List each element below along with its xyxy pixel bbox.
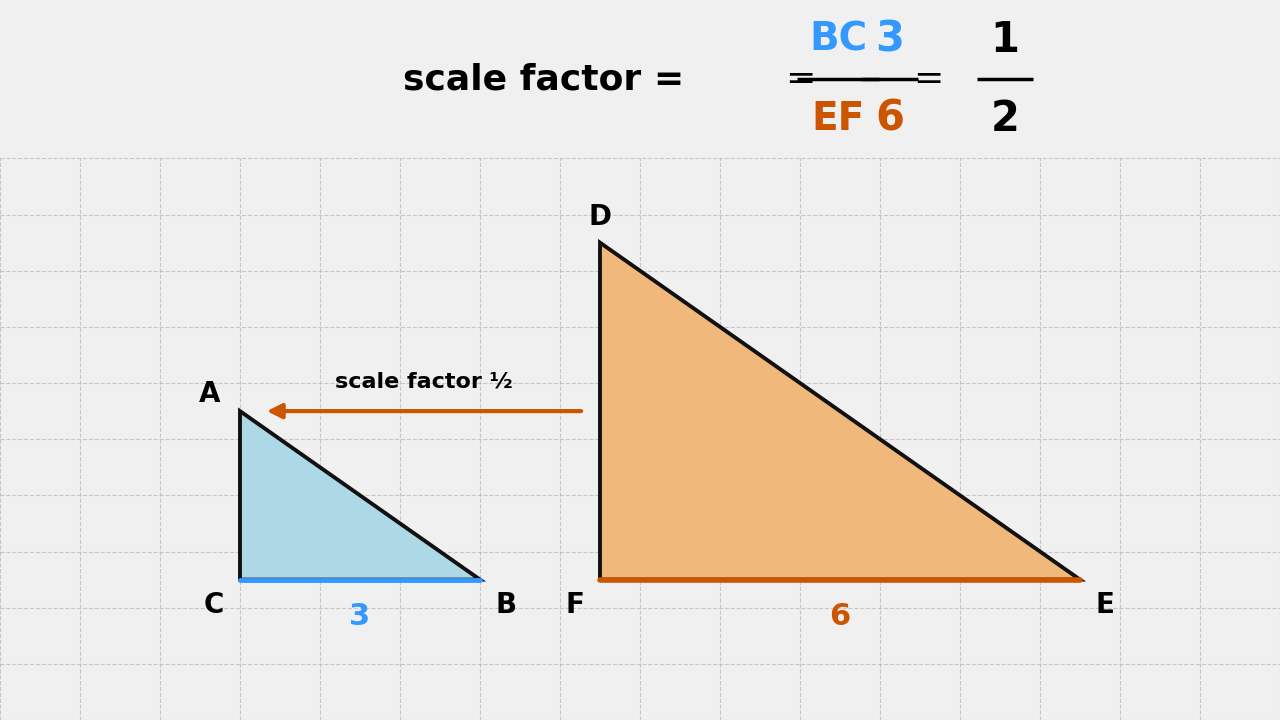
Text: B: B	[497, 591, 517, 618]
Text: D: D	[589, 204, 612, 231]
Polygon shape	[600, 243, 1080, 580]
Text: E: E	[1096, 591, 1115, 618]
Text: =: =	[785, 62, 815, 96]
Text: BC: BC	[809, 21, 868, 58]
Text: A: A	[198, 380, 220, 408]
Text: 3: 3	[349, 602, 371, 631]
Text: 3: 3	[876, 19, 904, 60]
Text: F: F	[566, 591, 584, 618]
Text: EF: EF	[812, 100, 865, 138]
Text: 1: 1	[991, 19, 1019, 60]
Text: 6: 6	[829, 602, 851, 631]
Text: scale factor ½: scale factor ½	[335, 372, 513, 392]
Text: 2: 2	[991, 98, 1019, 140]
Text: 6: 6	[876, 98, 904, 140]
Text: =: =	[913, 62, 943, 96]
Text: scale factor =: scale factor =	[403, 62, 685, 96]
Polygon shape	[241, 411, 480, 580]
Text: C: C	[204, 591, 224, 618]
